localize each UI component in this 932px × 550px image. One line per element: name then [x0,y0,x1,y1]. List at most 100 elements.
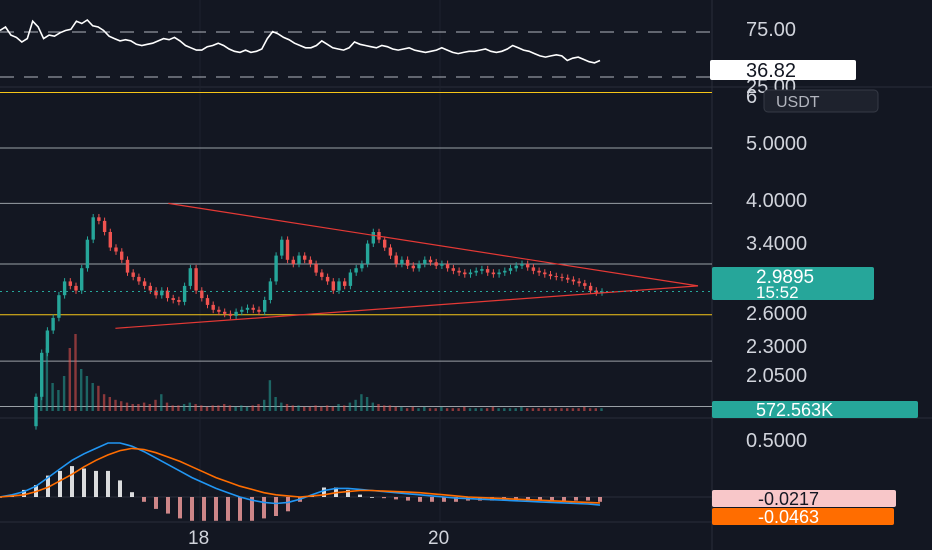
candle-body [503,270,507,273]
rsi-tick-75: 75.00 [746,19,796,41]
macd-histogram-bar [586,497,590,501]
candle-body [554,276,558,278]
signal-line [0,447,601,504]
candle-body [520,264,524,266]
volume-bar [337,404,340,411]
symmetrical-triangle [115,202,699,329]
currency-label[interactable]: USDT [776,94,820,111]
volume-bar [445,408,449,411]
candle-body [51,317,55,331]
candle-body [205,298,210,305]
volume-bar [120,401,123,411]
candle-body [485,269,490,273]
volume-bar [217,405,220,411]
candle-body [125,259,130,273]
volume-bar [588,408,592,411]
macd-histogram-bar [382,497,386,499]
volume-bar [188,402,191,411]
candle-body [348,272,353,286]
volume-bar [245,406,249,411]
candle-body [188,268,192,286]
volume-bar [142,402,146,411]
price-tick: 4.0000 [746,190,807,212]
macd-histogram-bar [214,497,218,521]
volume-bar [137,404,140,411]
volume-bar [291,405,294,411]
macd-histogram-bar [406,497,410,501]
right-axis[interactable]: 75.00 25.00 36.82 6 USDT 5.0000 4.0000 3… [710,19,918,527]
candle-body [531,267,536,271]
volume-bar [577,408,580,411]
candle-body [34,396,38,427]
time-axis[interactable]: 18 20 [0,521,712,549]
candle-body [285,239,290,260]
macd-histogram-bar [82,468,86,497]
candle-body [354,268,358,273]
macd-histogram-bar [286,497,290,512]
candle-body [291,259,295,264]
volume-bar [285,404,289,411]
volume-bar [594,408,597,411]
volume-bar [440,406,443,411]
volume-bar [57,390,60,411]
volume-bar [274,397,277,411]
candle-body [102,220,107,232]
volume-bar [394,406,397,411]
volume-bar [263,399,266,411]
volume-bar [80,369,83,411]
candle-body [405,259,410,266]
candle-body [325,276,330,282]
volume-bar [268,380,272,411]
volume-bar [463,406,466,411]
volume-bar [148,404,151,411]
candle-body [548,274,553,277]
candle-body [45,330,50,353]
candle-body [480,269,484,271]
macd-histogram-bar [418,497,422,502]
candle-body [274,255,278,282]
macd-pane[interactable] [0,442,712,521]
candle-body [148,285,152,291]
candle-body [165,290,170,299]
volume-bar [234,406,237,411]
macd-histogram-bar [202,497,206,521]
volume-bar [125,402,129,411]
candle-body [400,259,404,264]
triangle-upper-trendline [168,202,699,287]
volume-bar [434,408,437,411]
volume-bar [571,408,575,411]
volume-bar [308,406,312,411]
macd-histogram-bar [226,497,230,521]
macd-histogram-bar [538,497,542,501]
candle-body [451,268,455,271]
rsi-value-badge [710,60,856,80]
candle-body [68,281,72,286]
volume-bar [74,334,77,411]
candle-body [303,255,307,260]
macd-histogram-bar [394,497,398,500]
rsi-pane[interactable] [0,18,712,78]
volume-bar [554,408,557,411]
volume-bar [537,408,540,411]
volume-bar [451,408,454,411]
currency-button[interactable] [763,89,879,113]
price-tick: 2.0500 [746,365,807,387]
candle-body [457,270,461,273]
volume-bar [165,402,169,411]
volume-bar [182,404,186,411]
macd-histogram-bar [130,492,134,497]
time-tick-18: 18 [188,528,209,549]
volume-bar [474,408,477,411]
candle-body [566,277,570,280]
price-pane[interactable] [0,92,712,430]
price-tick: 5.0000 [746,133,807,155]
candle-body [594,290,598,293]
macd-histogram-bar [190,497,194,521]
candle-body [177,300,181,302]
candle-body [182,285,187,302]
candle-body [194,268,198,291]
volume-bar [331,406,334,411]
candle-body [360,264,364,269]
macd-histogram-bar [22,489,26,497]
